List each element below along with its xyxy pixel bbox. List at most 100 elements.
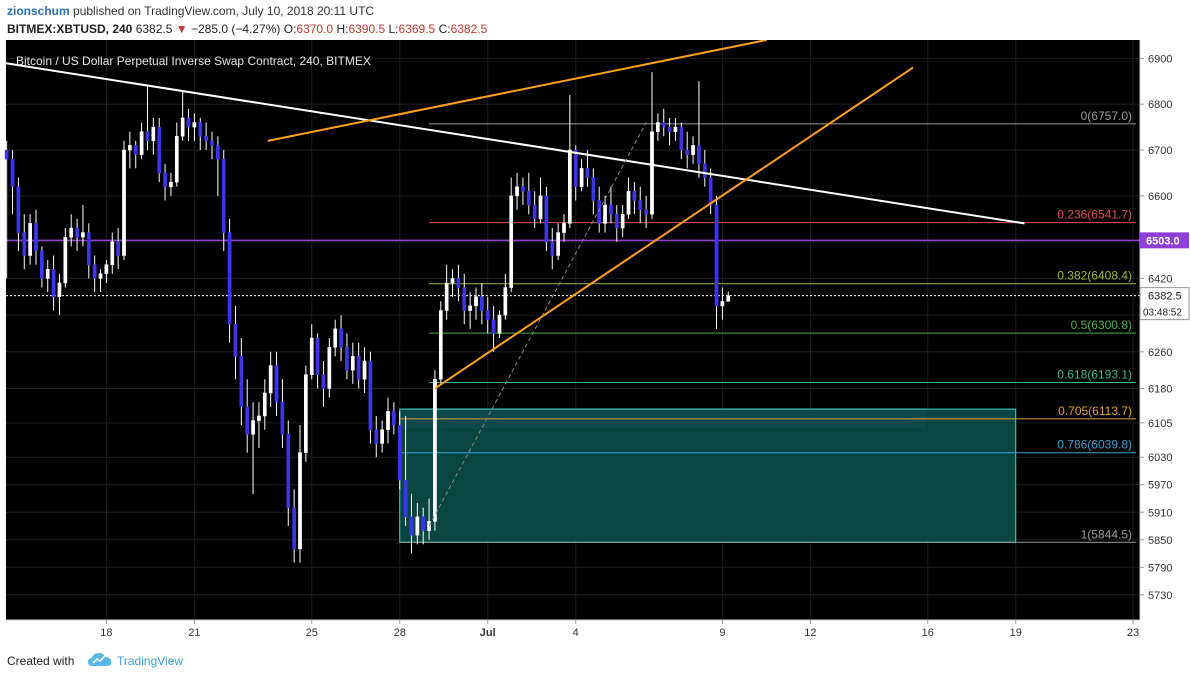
candle-body [667, 126, 672, 132]
candle-body [251, 420, 255, 435]
candle-body [468, 305, 472, 311]
candle-body [16, 186, 21, 233]
time-axis [6, 620, 1140, 643]
candle-body [526, 191, 531, 206]
symbol-label: BITMEX:XBTUSD, 240 [7, 22, 133, 36]
close-value: 6382.5 [450, 22, 488, 36]
candle-body [292, 507, 296, 550]
fib-label: 1(5844.5) [1081, 527, 1132, 541]
candle-body [491, 319, 496, 334]
candle-body [579, 168, 584, 187]
candle-body [720, 301, 725, 307]
candle-body [221, 158, 226, 233]
candle-body [86, 232, 91, 265]
candle-body [591, 177, 596, 201]
y-tick-label: 5730 [1148, 590, 1172, 602]
fib-label: 0.618(6193.1) [1057, 367, 1132, 381]
candle-body [568, 149, 572, 224]
candle-body [304, 374, 308, 453]
candle-body [356, 356, 361, 380]
candle-body [286, 434, 291, 508]
candle-body [28, 223, 32, 256]
candle-body [339, 328, 343, 348]
candle-body [128, 145, 132, 151]
y-tick-label: 6600 [1148, 191, 1172, 203]
candle-body [110, 241, 115, 265]
level-label: 6503.0 [1146, 235, 1180, 247]
candle-body [433, 379, 437, 522]
y-tick-label: 6260 [1148, 347, 1172, 359]
candle-body [210, 140, 214, 146]
candle-body [169, 181, 173, 187]
candle-body [538, 195, 543, 220]
wedge-trendline [267, 39, 767, 142]
candlestick-chart[interactable]: 0(6757.0) 0.236(6541.7) 0.382(6408.4) 0.5(6… [0, 39, 1191, 643]
price-axis-panel [1140, 40, 1191, 620]
created-with-text: Created with [7, 654, 75, 668]
y-tick-label: 6900 [1148, 53, 1172, 65]
x-tick-label: 19 [1010, 627, 1022, 639]
candle-body [708, 177, 713, 206]
candle-body [614, 213, 619, 229]
candle-body [245, 406, 250, 435]
candle-body [421, 516, 426, 531]
author-link[interactable]: zionschum [7, 4, 70, 18]
candle-body [239, 356, 244, 408]
x-tick-label: 9 [719, 627, 725, 639]
candle-body [456, 278, 461, 288]
high-label: H: [336, 22, 349, 36]
candle-body [233, 324, 238, 357]
candle-body [216, 145, 220, 160]
candle-body [192, 122, 197, 128]
candle-body [691, 145, 695, 155]
candle-body [397, 424, 402, 481]
fib-label: 0.786(6039.8) [1057, 438, 1132, 452]
candle-body [22, 232, 27, 256]
candle-body [174, 136, 179, 183]
candle-body [92, 264, 97, 279]
x-tick-label: 4 [573, 627, 579, 639]
candle-body [609, 204, 613, 215]
y-tick-label: 5970 [1148, 480, 1172, 492]
candle-body [544, 195, 549, 242]
close-label: C: [438, 22, 451, 36]
published-text: published on TradingView.com, July 10, 2… [73, 4, 375, 18]
candle-body [673, 126, 678, 132]
chart-area[interactable]: 0(6757.0) 0.236(6541.7) 0.382(6408.4) 0.5(6… [0, 39, 1191, 643]
candle-body [626, 191, 631, 215]
fib-label: 0.705(6113.7) [1058, 404, 1132, 418]
low-value: 6369.5 [398, 22, 436, 36]
y-tick-label: 6180 [1148, 383, 1172, 395]
x-tick-label: 12 [804, 627, 816, 639]
candle-body [480, 296, 484, 311]
candle-body [620, 213, 625, 229]
candle-body [327, 346, 332, 389]
candle-body [274, 365, 279, 403]
y-tick-label: 6800 [1148, 99, 1172, 111]
candle-body [656, 122, 660, 132]
candle-body [309, 337, 314, 375]
candle-body [726, 295, 731, 302]
candle-body [632, 191, 637, 201]
y-tick-label: 6420 [1148, 273, 1172, 285]
candle-body [133, 145, 138, 155]
candle-body [661, 122, 666, 128]
candle-body [204, 136, 208, 142]
tradingview-link[interactable]: TradingView [117, 654, 184, 668]
candle-body [145, 131, 150, 142]
x-tick-label: Jul [480, 627, 496, 639]
low-label: L: [388, 22, 399, 36]
candle-body [450, 278, 455, 284]
candle-body [75, 227, 79, 238]
fib-label: 0.382(6408.4) [1057, 269, 1132, 283]
chart-title: Bitcoin / US Dollar Perpetual Inverse Sw… [16, 54, 371, 68]
level-label-box [1140, 232, 1189, 249]
wedge-trendline [434, 66, 914, 390]
candle-body [702, 163, 707, 178]
candle-body [116, 241, 120, 256]
candle-body [427, 521, 431, 531]
publish-line: zionschum published on TradingView.com, … [7, 4, 374, 18]
high-value: 6390.5 [348, 22, 386, 36]
candle-body [180, 117, 185, 137]
candle-body [98, 273, 103, 279]
